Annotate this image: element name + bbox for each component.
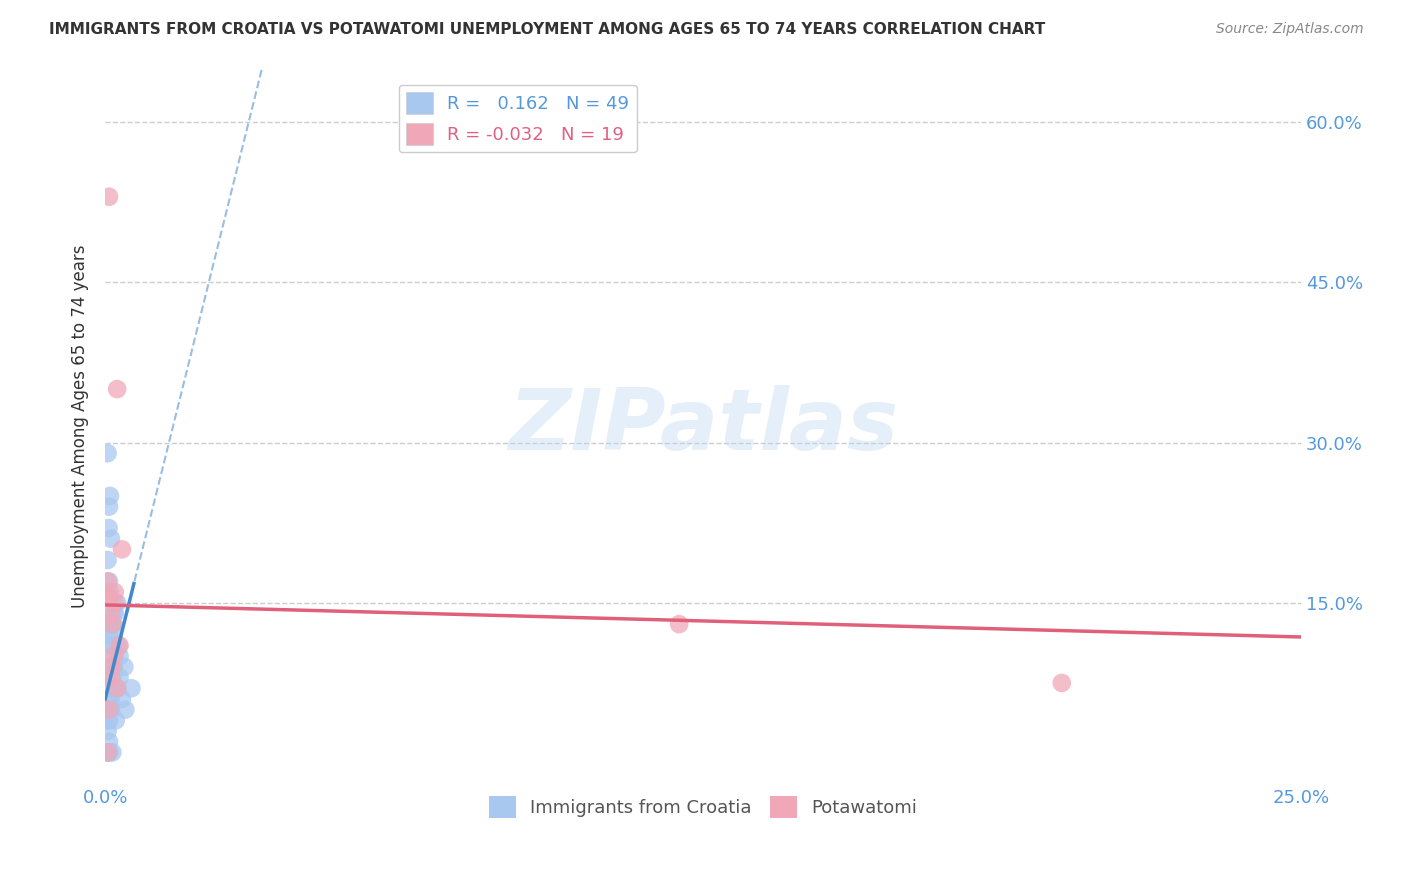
Point	[100, 692, 122, 706]
Point	[103, 607, 125, 621]
Point	[111, 542, 134, 557]
Point	[104, 714, 127, 728]
Point	[97, 446, 120, 460]
Point	[98, 681, 121, 696]
Point	[98, 703, 121, 717]
Point	[98, 734, 121, 748]
Point	[97, 521, 120, 535]
Point	[100, 532, 122, 546]
Point	[104, 596, 127, 610]
Point	[103, 649, 125, 664]
Point	[98, 591, 121, 605]
Point	[97, 745, 120, 759]
Point	[97, 591, 120, 605]
Point	[98, 190, 121, 204]
Point	[101, 639, 124, 653]
Point	[97, 671, 120, 685]
Point	[114, 703, 136, 717]
Point	[105, 681, 128, 696]
Text: Source: ZipAtlas.com: Source: ZipAtlas.com	[1216, 22, 1364, 37]
Point	[668, 617, 690, 632]
Point	[105, 681, 128, 696]
Point	[98, 703, 121, 717]
Point	[98, 660, 121, 674]
Legend: Immigrants from Croatia, Potawatomi: Immigrants from Croatia, Potawatomi	[482, 789, 925, 825]
Point	[101, 617, 124, 632]
Point	[101, 660, 124, 674]
Point	[107, 639, 129, 653]
Point	[108, 649, 131, 664]
Point	[98, 617, 121, 632]
Point	[104, 607, 127, 621]
Point	[98, 745, 121, 759]
Point	[104, 649, 127, 664]
Point	[100, 671, 122, 685]
Point	[104, 585, 127, 599]
Point	[101, 671, 124, 685]
Point	[111, 692, 134, 706]
Point	[97, 745, 120, 759]
Point	[98, 574, 121, 589]
Point	[1050, 676, 1073, 690]
Point	[98, 714, 121, 728]
Point	[108, 671, 131, 685]
Point	[98, 500, 121, 514]
Point	[100, 660, 122, 674]
Point	[103, 660, 125, 674]
Point	[98, 585, 121, 599]
Point	[97, 574, 120, 589]
Text: IMMIGRANTS FROM CROATIA VS POTAWATOMI UNEMPLOYMENT AMONG AGES 65 TO 74 YEARS COR: IMMIGRANTS FROM CROATIA VS POTAWATOMI UN…	[49, 22, 1046, 37]
Point	[97, 553, 120, 567]
Point	[101, 745, 124, 759]
Point	[98, 628, 121, 642]
Point	[98, 745, 121, 759]
Y-axis label: Unemployment Among Ages 65 to 74 years: Unemployment Among Ages 65 to 74 years	[72, 244, 89, 608]
Point	[100, 607, 122, 621]
Text: ZIPatlas: ZIPatlas	[508, 385, 898, 468]
Point	[103, 628, 125, 642]
Point	[97, 714, 120, 728]
Point	[121, 681, 143, 696]
Point	[112, 660, 135, 674]
Point	[97, 724, 120, 739]
Point	[103, 617, 125, 632]
Point	[105, 382, 128, 396]
Point	[98, 692, 121, 706]
Point	[104, 681, 127, 696]
Point	[98, 703, 121, 717]
Point	[100, 639, 122, 653]
Point	[101, 617, 124, 632]
Point	[100, 703, 122, 717]
Point	[108, 639, 131, 653]
Point	[98, 489, 121, 503]
Point	[98, 703, 121, 717]
Point	[105, 596, 128, 610]
